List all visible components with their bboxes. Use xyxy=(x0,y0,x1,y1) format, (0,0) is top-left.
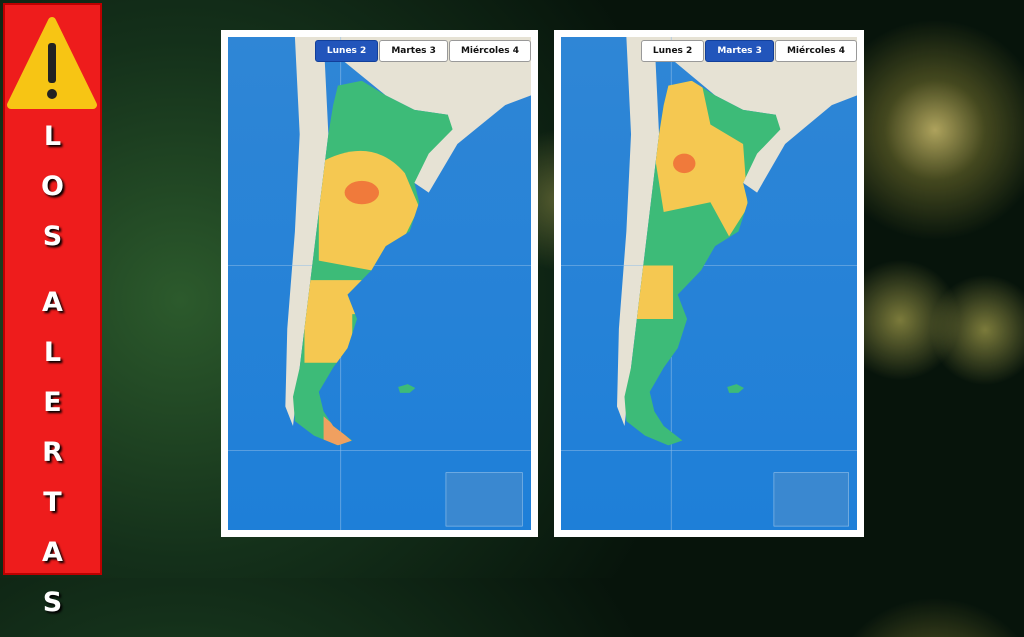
map-panel: Lunes 2 Martes 3 Miércoles 4 xyxy=(554,30,864,537)
banner-word: LOS xyxy=(37,121,68,271)
map xyxy=(228,37,531,530)
day-tab[interactable]: Lunes 2 xyxy=(640,40,705,62)
warning-icon xyxy=(7,17,97,109)
day-tab[interactable]: Miércoles 4 xyxy=(448,40,531,62)
day-tab[interactable]: Martes 3 xyxy=(705,40,774,62)
map xyxy=(561,37,857,530)
day-tab[interactable]: Miércoles 4 xyxy=(774,40,857,62)
map-panel: Lunes 2 Martes 3 Miércoles 4 xyxy=(221,30,538,537)
day-tabs: Lunes 2 Martes 3 Miércoles 4 xyxy=(640,40,857,62)
alert-banner: LOS ALERTAS xyxy=(3,3,102,637)
day-tab[interactable]: Martes 3 xyxy=(379,40,448,62)
banner-word: ALERTAS xyxy=(37,287,68,637)
day-tab[interactable]: Lunes 2 xyxy=(314,40,379,62)
day-tabs: Lunes 2 Martes 3 Miércoles 4 xyxy=(314,40,531,62)
